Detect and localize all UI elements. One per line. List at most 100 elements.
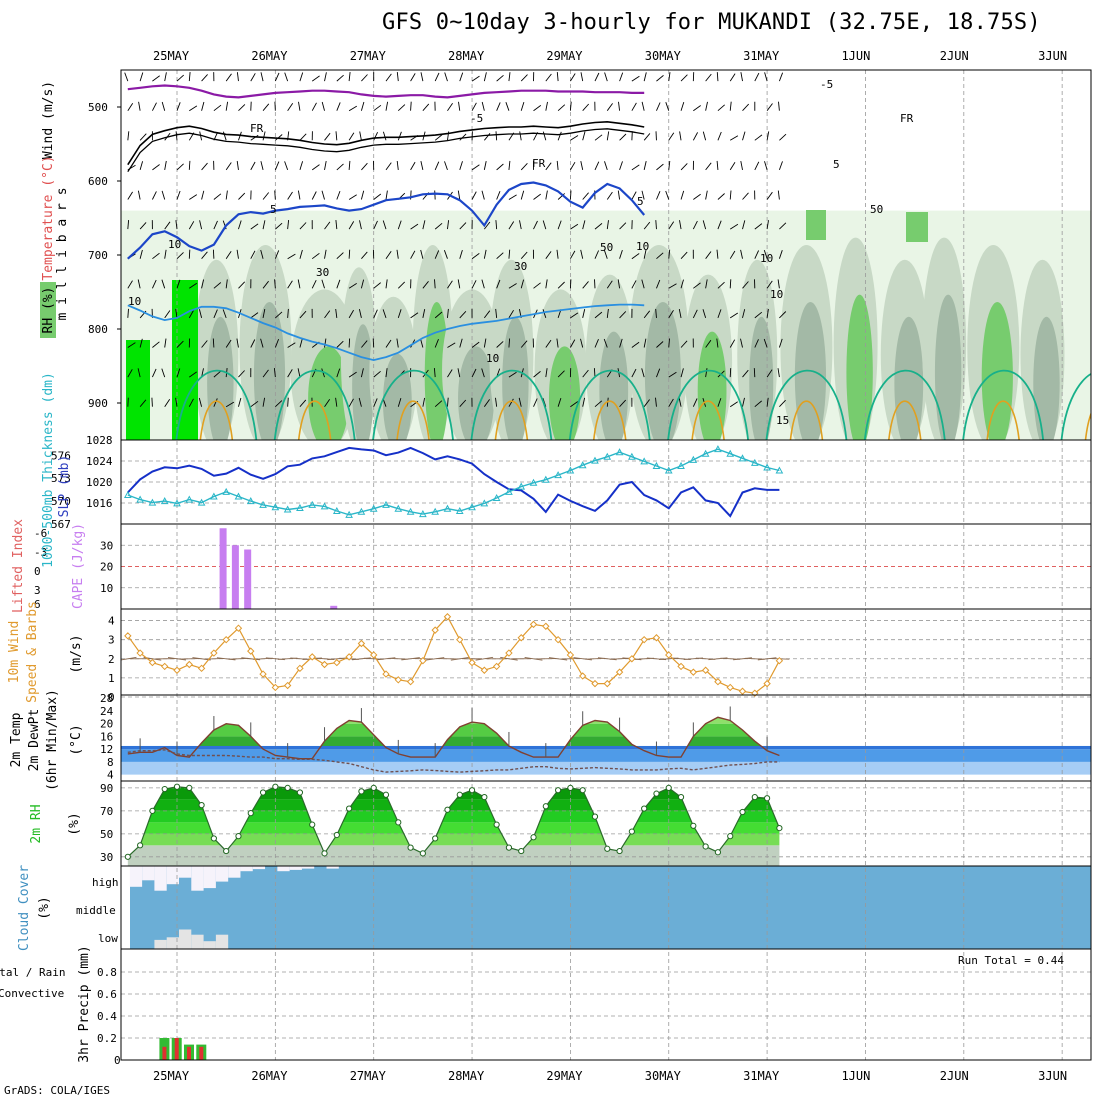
wind-barb — [483, 221, 491, 230]
wind-barb — [763, 249, 768, 259]
rh2m-marker — [186, 784, 193, 791]
wind-barb — [475, 656, 494, 661]
wind-barb — [127, 102, 134, 111]
wind-barb — [444, 72, 448, 82]
rh2m-fill — [127, 786, 780, 866]
slp-tick: 1016 — [86, 497, 113, 510]
wind-speed-marker — [578, 672, 587, 680]
wind-barb — [250, 223, 259, 230]
wind-barb — [631, 191, 637, 200]
wind-barb — [545, 101, 548, 111]
wind-barb — [481, 368, 485, 378]
wind-barb — [299, 133, 307, 141]
wind-speed-marker — [247, 647, 255, 655]
t2-band — [121, 749, 1091, 762]
cloud-high-bar — [277, 866, 290, 872]
wind-barb — [656, 102, 661, 111]
wind-barb — [152, 164, 160, 171]
rh2m-band — [127, 822, 780, 834]
wind-barb — [201, 340, 208, 348]
contour--5 — [127, 84, 645, 99]
rh-tick: 50 — [100, 828, 113, 841]
wind-speed-marker — [419, 656, 427, 665]
wind-barb — [201, 279, 205, 289]
wind-barb — [508, 371, 517, 378]
wind-barb — [496, 163, 504, 171]
wind-tick: 4 — [108, 615, 115, 628]
wind-barb — [434, 161, 440, 171]
wind-barb — [471, 191, 477, 200]
rh2m-marker — [259, 789, 267, 796]
rh-core — [1033, 316, 1060, 440]
date-label-top: 30MAY — [645, 49, 682, 63]
wind-barb — [778, 72, 784, 82]
rh-core — [207, 316, 234, 440]
wind-barb — [641, 279, 645, 289]
contour-15 — [372, 369, 454, 440]
wind-barb — [680, 251, 688, 260]
thickness-marker — [123, 490, 132, 498]
wind-barb — [287, 280, 293, 289]
precip-conv-bar — [174, 1038, 179, 1060]
thickness-line — [127, 448, 780, 516]
contour-label: 15 — [776, 414, 789, 427]
wind-barb — [668, 310, 674, 319]
wind-barb — [705, 368, 708, 378]
cloud-high-bar — [289, 866, 302, 870]
rh2m-band — [127, 810, 780, 823]
wind-barb — [275, 311, 283, 319]
pressure-tick: 900 — [88, 397, 108, 410]
wind-barb — [287, 102, 294, 111]
wind-barb — [643, 399, 650, 407]
contour-label: -5 — [470, 112, 483, 125]
rh-core — [424, 302, 449, 440]
wind-barb — [656, 341, 664, 348]
thickness-marker — [677, 461, 685, 469]
wind-barb — [324, 310, 331, 319]
wind-barb — [556, 338, 559, 348]
wind-barb — [175, 308, 178, 318]
wind-barb — [359, 220, 362, 230]
wind-barb — [594, 311, 603, 319]
thickness-tick: 570 — [51, 495, 71, 508]
wind-barb — [656, 279, 661, 289]
wind-barb — [188, 309, 195, 319]
wind-barb — [198, 309, 203, 319]
contour-label: 50 — [870, 203, 883, 216]
wind-barb — [382, 220, 387, 230]
wind-barb — [458, 101, 461, 111]
wind-barb — [360, 101, 365, 111]
wind-barb — [420, 72, 424, 82]
wind-barb — [434, 72, 440, 82]
wind-barb — [274, 250, 280, 259]
wind-speed-marker — [615, 668, 624, 676]
thickness-marker — [529, 478, 538, 486]
thickness-marker — [578, 461, 587, 469]
wind-barb — [262, 397, 266, 407]
wind-barb — [520, 190, 525, 200]
wind-barb — [483, 72, 487, 82]
wind-barb — [766, 280, 773, 289]
wind-barb — [152, 279, 157, 289]
wind-barb — [201, 74, 208, 82]
slp-line — [127, 446, 780, 518]
t2-band — [121, 745, 1091, 750]
wind-barb — [164, 160, 167, 170]
rh-core — [599, 331, 629, 440]
wind-barb — [311, 75, 320, 82]
wind-speed-marker — [677, 662, 685, 671]
thickness-tick: 576 — [51, 449, 71, 462]
wind-barb — [238, 220, 242, 230]
wind-barb — [161, 368, 166, 378]
wind-barb — [533, 193, 541, 200]
wind-barb — [766, 103, 773, 111]
wind-barb — [299, 338, 303, 348]
wind-barb — [582, 103, 590, 112]
contour-label: FR — [532, 157, 546, 170]
wind-barb — [606, 308, 609, 318]
wind-barb — [582, 308, 586, 319]
wind-barb — [753, 368, 756, 378]
chart-title: GFS 0~10day 3-hourly for MUKANDI (32.75E… — [382, 10, 1041, 35]
rh2m-marker — [530, 834, 537, 841]
